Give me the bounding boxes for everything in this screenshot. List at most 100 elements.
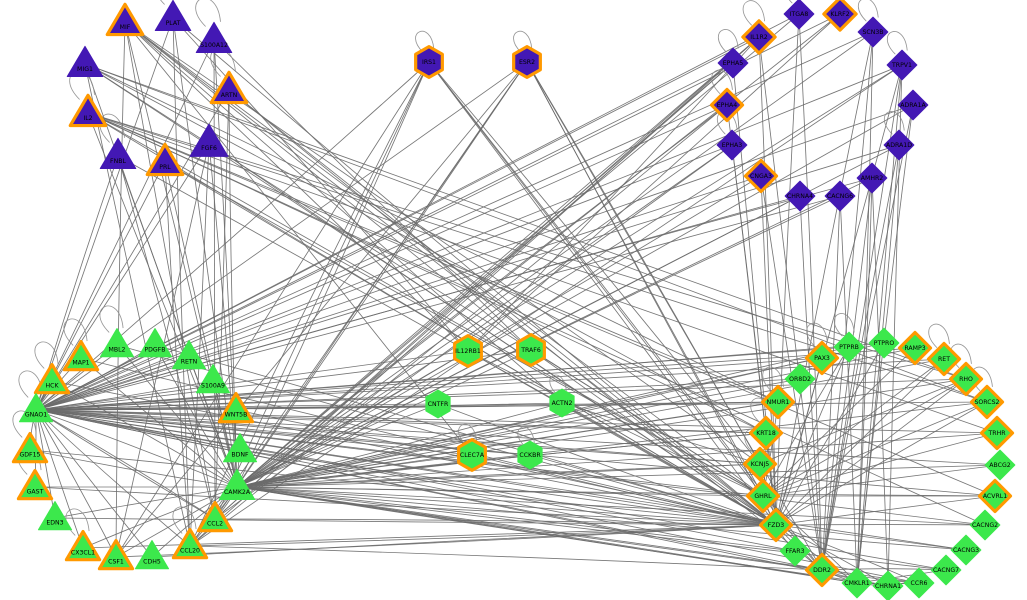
- node-shape-triangle[interactable]: [137, 328, 173, 358]
- node-shape-diamond[interactable]: [969, 384, 1005, 420]
- node-shape-hexagon[interactable]: [425, 389, 451, 419]
- node-shape-diamond[interactable]: [716, 129, 748, 161]
- node-shape-diamond[interactable]: [745, 478, 781, 514]
- graph-node-hck[interactable]: [33, 362, 71, 395]
- node-shape-diamond[interactable]: [903, 567, 935, 599]
- node-shape-diamond[interactable]: [868, 327, 900, 359]
- graph-node-mbl2[interactable]: [99, 328, 135, 358]
- node-shape-triangle[interactable]: [99, 328, 135, 358]
- graph-node-adra1a[interactable]: [897, 89, 929, 121]
- graph-node-wnt5b[interactable]: [217, 391, 255, 424]
- graph-node-gast[interactable]: [16, 468, 54, 501]
- node-shape-hexagon[interactable]: [516, 333, 546, 367]
- node-shape-diamond[interactable]: [822, 0, 858, 32]
- node-shape-diamond[interactable]: [897, 89, 929, 121]
- node-shape-diamond[interactable]: [709, 87, 745, 123]
- node-shape-diamond[interactable]: [760, 384, 796, 420]
- graph-node-ptprb[interactable]: [833, 331, 865, 363]
- graph-node-sorcs2[interactable]: [969, 384, 1005, 420]
- graph-node-ffar3[interactable]: [779, 535, 811, 567]
- node-shape-hexagon[interactable]: [414, 45, 444, 79]
- graph-node-gdf15[interactable]: [11, 431, 49, 464]
- graph-node-cckbr[interactable]: [517, 440, 543, 470]
- graph-node-plat[interactable]: [154, 0, 192, 32]
- graph-node-mig1[interactable]: [66, 45, 104, 78]
- graph-node-gnao1[interactable]: [18, 393, 54, 423]
- node-shape-triangle[interactable]: [196, 500, 234, 533]
- node-shape-triangle[interactable]: [33, 362, 71, 395]
- graph-node-kcnj5[interactable]: [742, 446, 778, 482]
- graph-node-esr2[interactable]: [512, 45, 542, 79]
- node-shape-diamond[interactable]: [872, 570, 904, 600]
- node-shape-triangle[interactable]: [189, 123, 229, 157]
- node-shape-triangle[interactable]: [97, 538, 135, 571]
- graph-node-ret[interactable]: [926, 341, 962, 377]
- graph-node-chrna1[interactable]: [872, 570, 904, 600]
- graph-node-ptpro[interactable]: [868, 327, 900, 359]
- graph-node-chrna4[interactable]: [784, 180, 816, 212]
- graph-node-ccl20[interactable]: [171, 527, 209, 560]
- graph-node-ddr2[interactable]: [804, 552, 840, 588]
- graph-node-amhr2[interactable]: [856, 162, 888, 194]
- node-shape-diamond[interactable]: [841, 567, 873, 599]
- node-shape-triangle[interactable]: [37, 501, 73, 531]
- graph-node-s100a12[interactable]: [195, 21, 233, 54]
- graph-node-pax3[interactable]: [804, 340, 840, 376]
- node-shape-hexagon[interactable]: [549, 388, 575, 418]
- node-shape-triangle[interactable]: [154, 0, 192, 32]
- graph-node-ramp3[interactable]: [897, 330, 933, 366]
- graph-node-epha3[interactable]: [716, 129, 748, 161]
- node-shape-diamond[interactable]: [979, 415, 1015, 451]
- node-shape-hexagon[interactable]: [517, 440, 543, 470]
- node-shape-hexagon[interactable]: [512, 45, 542, 79]
- node-shape-diamond[interactable]: [741, 19, 777, 55]
- node-shape-diamond[interactable]: [857, 16, 889, 48]
- node-shape-triangle[interactable]: [209, 70, 249, 105]
- graph-node-irs1[interactable]: [414, 45, 444, 79]
- graph-node-bdnf[interactable]: [222, 433, 258, 463]
- graph-node-ccr6[interactable]: [903, 567, 935, 599]
- node-shape-diamond[interactable]: [926, 341, 962, 377]
- graph-node-edn3[interactable]: [37, 501, 73, 531]
- graph-node-cntfr[interactable]: [425, 389, 451, 419]
- node-shape-triangle[interactable]: [134, 540, 170, 570]
- graph-node-il12rb1[interactable]: [453, 334, 483, 368]
- node-shape-diamond[interactable]: [833, 331, 865, 363]
- node-shape-triangle[interactable]: [18, 393, 54, 423]
- graph-node-fgf6[interactable]: [189, 123, 229, 157]
- graph-node-nmur1[interactable]: [760, 384, 796, 420]
- graph-node-cacng2[interactable]: [969, 509, 1001, 541]
- graph-node-fnbl[interactable]: [99, 137, 137, 170]
- node-shape-triangle[interactable]: [105, 2, 145, 37]
- graph-node-or8d2[interactable]: [784, 363, 816, 395]
- node-shape-diamond[interactable]: [783, 0, 815, 30]
- graph-node-traf6[interactable]: [516, 333, 546, 367]
- node-shape-diamond[interactable]: [886, 49, 918, 81]
- node-shape-diamond[interactable]: [824, 180, 856, 212]
- node-shape-diamond[interactable]: [804, 340, 840, 376]
- graph-node-pdgfb[interactable]: [137, 328, 173, 358]
- graph-node-camk2a[interactable]: [218, 468, 256, 501]
- graph-node-clec7a[interactable]: [457, 438, 487, 472]
- node-shape-diamond[interactable]: [930, 554, 962, 586]
- node-shape-diamond[interactable]: [969, 509, 1001, 541]
- graph-node-cacng6[interactable]: [824, 180, 856, 212]
- node-shape-diamond[interactable]: [784, 180, 816, 212]
- graph-node-itga8[interactable]: [783, 0, 815, 30]
- node-shape-diamond[interactable]: [897, 330, 933, 366]
- node-shape-hexagon[interactable]: [457, 438, 487, 472]
- graph-node-rho[interactable]: [948, 361, 984, 397]
- graph-node-klrf2[interactable]: [822, 0, 858, 32]
- graph-node-fzd3[interactable]: [758, 507, 794, 543]
- graph-node-epha5[interactable]: [717, 47, 749, 79]
- node-shape-diamond[interactable]: [743, 158, 779, 194]
- graph-node-cacng3[interactable]: [950, 534, 982, 566]
- node-shape-triangle[interactable]: [195, 364, 231, 394]
- graph-node-il1r2[interactable]: [741, 19, 777, 55]
- node-shape-triangle[interactable]: [66, 45, 104, 78]
- node-shape-diamond[interactable]: [984, 449, 1016, 481]
- graph-node-actn2[interactable]: [549, 388, 575, 418]
- node-shape-triangle[interactable]: [217, 391, 255, 424]
